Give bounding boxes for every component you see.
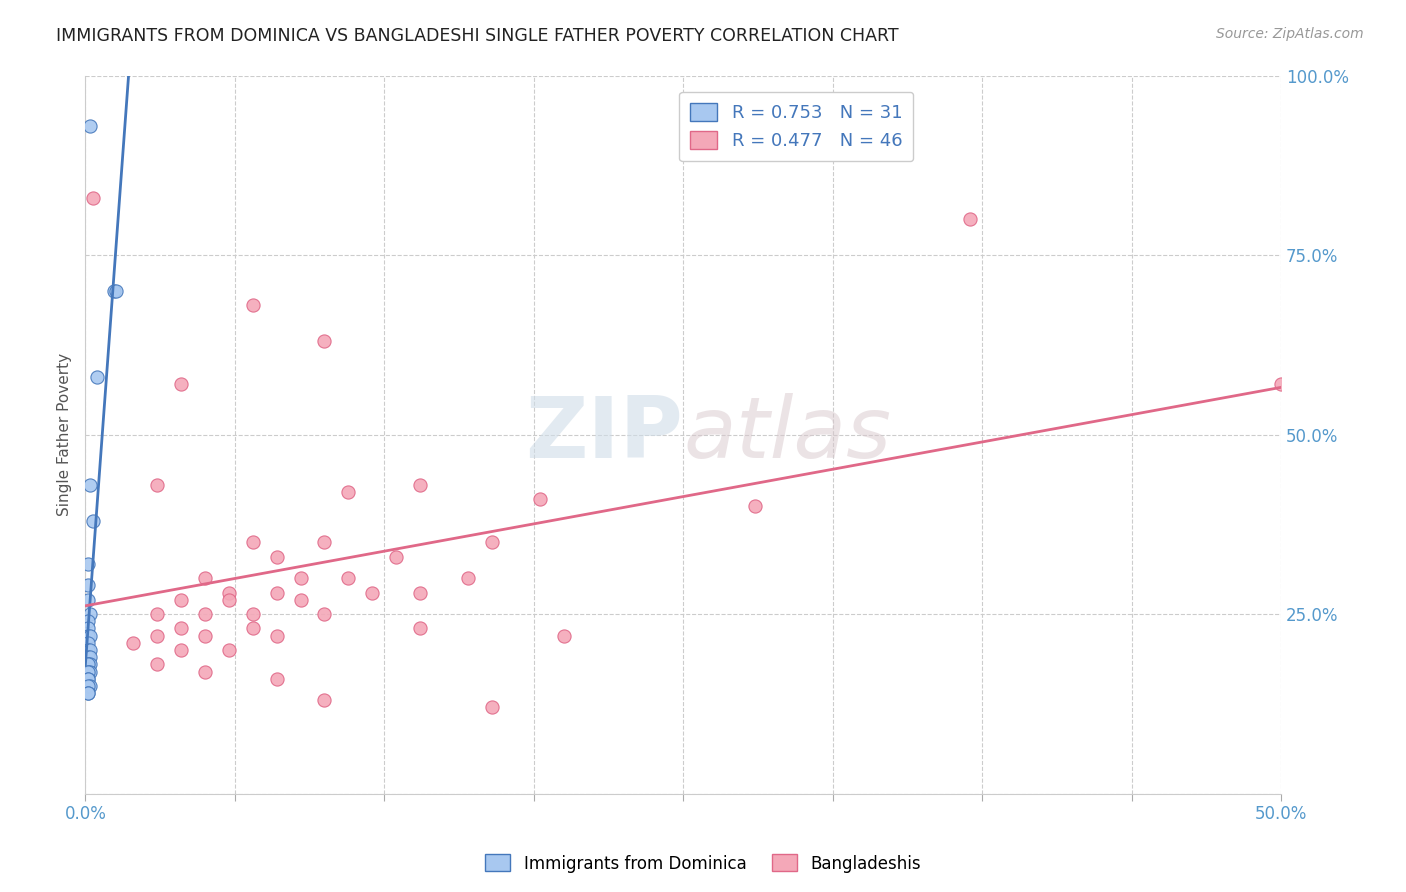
Point [959,212,981,227]
Legend: Immigrants from Dominica, Bangladeshis: Immigrants from Dominica, Bangladeshis [479,847,927,880]
Point [218,592,240,607]
Point [76,592,98,607]
Point [553,629,575,643]
Point [146,607,169,621]
Point [194,629,217,643]
Point [146,657,169,672]
Point [79,657,101,672]
Point [194,665,217,679]
Point [242,298,264,312]
Point [79,119,101,133]
Point [170,592,193,607]
Point [82,191,104,205]
Point [76,657,98,672]
Point [314,535,336,549]
Point [409,622,432,636]
Point [481,535,503,549]
Point [76,615,98,629]
Point [361,585,384,599]
Point [76,665,98,679]
Point [76,679,98,693]
Point [529,492,551,507]
Point [266,629,288,643]
Point [76,622,98,636]
Point [76,657,98,672]
Point [76,557,98,571]
Point [105,284,128,298]
Point [76,636,98,650]
Point [266,585,288,599]
Point [79,607,101,621]
Point [76,672,98,686]
Point [76,643,98,657]
Point [457,571,479,585]
Point [242,535,264,549]
Point [314,693,336,707]
Point [385,549,408,564]
Point [82,514,104,528]
Point [242,622,264,636]
Point [218,643,240,657]
Point [76,686,98,700]
Point [481,700,503,714]
Point [79,650,101,665]
Point [76,686,98,700]
Point [146,478,169,492]
Y-axis label: Single Father Poverty: Single Father Poverty [58,353,72,516]
Point [170,643,193,657]
Point [76,650,98,665]
Point [266,549,288,564]
Point [337,485,360,500]
Legend: R = 0.753   N = 31, R = 0.477   N = 46: R = 0.753 N = 31, R = 0.477 N = 46 [679,92,914,161]
Point [122,636,145,650]
Point [76,578,98,592]
Point [86,370,108,384]
Point [79,679,101,693]
Text: atlas: atlas [683,393,891,476]
Point [79,665,101,679]
Point [266,672,288,686]
Point [170,622,193,636]
Text: Source: ZipAtlas.com: Source: ZipAtlas.com [1216,27,1364,41]
Point [146,629,169,643]
Point [314,607,336,621]
Point [314,334,336,349]
Point [170,377,193,392]
Point [337,571,360,585]
Point [76,672,98,686]
Point [290,571,312,585]
Point [290,592,312,607]
Text: IMMIGRANTS FROM DOMINICA VS BANGLADESHI SINGLE FATHER POVERTY CORRELATION CHART: IMMIGRANTS FROM DOMINICA VS BANGLADESHI … [56,27,898,45]
Point [242,607,264,621]
Point [79,478,101,492]
Point [194,571,217,585]
Point [409,585,432,599]
Point [79,643,101,657]
Point [76,665,98,679]
Point [103,284,125,298]
Point [194,607,217,621]
Point [76,629,98,643]
Point [218,585,240,599]
Text: ZIP: ZIP [526,393,683,476]
Point [409,478,432,492]
Point [744,500,766,514]
Point [1270,377,1292,392]
Point [79,629,101,643]
